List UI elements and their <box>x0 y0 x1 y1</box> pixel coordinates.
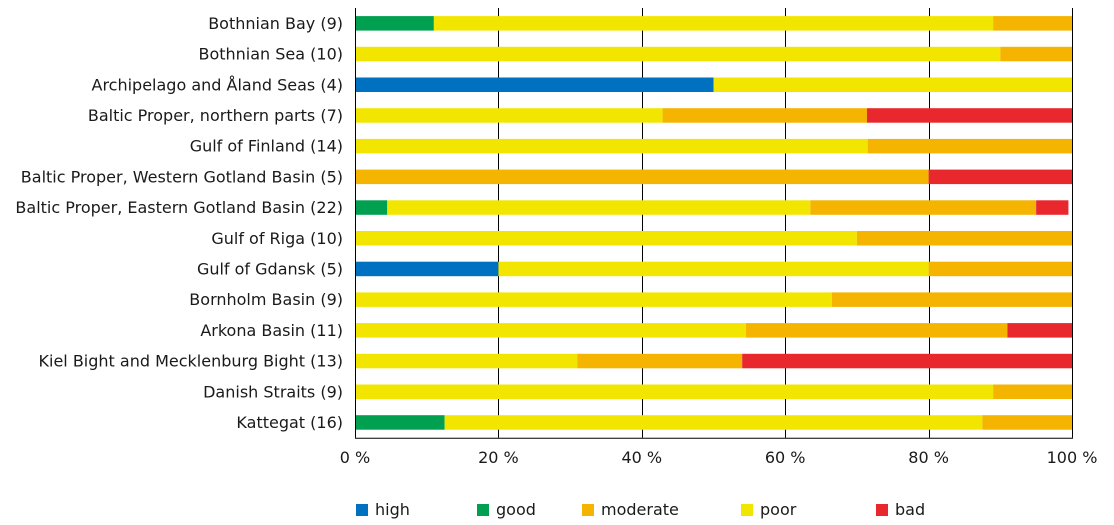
category-label-gulf-of-gdansk-5: Gulf of Gdansk (5) <box>197 259 343 278</box>
bar-poor-bornholm-basin-9 <box>355 292 832 307</box>
legend-label-poor: poor <box>760 500 797 519</box>
bar-poor-bothnian-bay-9 <box>433 16 994 31</box>
legend-swatch-high <box>356 504 368 516</box>
bar-good-baltic-proper-eastern-gotland-basin-22 <box>355 200 388 215</box>
bar-moderate-baltic-proper-western-gotland-basin-5 <box>355 169 929 185</box>
bar-poor-gulf-of-riga-10 <box>355 231 857 246</box>
category-label-kattegat-16: Kattegat (16) <box>236 413 343 432</box>
axes <box>355 8 1073 439</box>
bar-moderate-gulf-of-gdansk-5 <box>928 261 1072 277</box>
category-label-baltic-proper-western-gotland-basin-5: Baltic Proper, Western Gotland Basin (5) <box>21 167 343 186</box>
bars <box>355 16 1072 430</box>
bar-moderate-kattegat-16 <box>982 415 1072 430</box>
gridlines <box>498 8 1073 438</box>
bar-moderate-bothnian-sea-10 <box>1000 46 1072 62</box>
category-label-gulf-of-riga-10: Gulf of Riga (10) <box>211 229 343 248</box>
bar-poor-gulf-of-finland-14 <box>355 138 868 154</box>
category-label-kiel-bight-and-mecklenburg-bight-13: Kiel Bight and Mecklenburg Bight (13) <box>39 352 343 371</box>
bar-poor-bothnian-sea-10 <box>355 46 1001 62</box>
legend-label-good: good <box>496 500 536 519</box>
bar-poor-baltic-proper-eastern-gotland-basin-22 <box>387 200 811 215</box>
legend-swatch-moderate <box>582 504 594 516</box>
bar-moderate-baltic-proper-eastern-gotland-basin-22 <box>810 200 1037 215</box>
x-tick-label-1: 20 % <box>478 448 519 467</box>
category-label-archipelago-and-land-seas-4: Archipelago and Åland Seas (4) <box>92 75 344 94</box>
bar-high-gulf-of-gdansk-5 <box>355 261 499 277</box>
legend-label-high: high <box>375 500 410 519</box>
bar-poor-danish-straits-9 <box>355 384 994 399</box>
bar-moderate-bothnian-bay-9 <box>993 16 1072 31</box>
bar-good-kattegat-16 <box>355 415 445 430</box>
category-label-danish-straits-9: Danish Straits (9) <box>203 382 343 401</box>
bar-bad-kiel-bight-and-mecklenburg-bight-13 <box>742 353 1072 369</box>
bar-moderate-gulf-of-riga-10 <box>856 231 1072 246</box>
category-labels: Bothnian Bay (9) Bothnian Sea (10) Archipe… <box>15 14 343 432</box>
x-tick-label-4: 80 % <box>908 448 949 467</box>
bar-poor-kattegat-16 <box>444 415 983 430</box>
category-label-baltic-proper-eastern-gotland-basin-22: Baltic Proper, Eastern Gotland Basin (22… <box>15 198 343 217</box>
bar-moderate-danish-straits-9 <box>993 384 1072 399</box>
legend: high good moderate poor bad <box>356 500 925 519</box>
legend-swatch-good <box>477 504 489 516</box>
category-label-baltic-proper-northern-parts-7: Baltic Proper, northern parts (7) <box>88 106 343 125</box>
legend-label-bad: bad <box>895 500 925 519</box>
bar-bad-arkona-basin-11 <box>1007 323 1072 338</box>
category-label-bothnian-sea-10: Bothnian Sea (10) <box>198 45 343 64</box>
bar-moderate-arkona-basin-11 <box>745 323 1008 338</box>
bar-bad-baltic-proper-eastern-gotland-basin-22 <box>1036 200 1069 215</box>
category-label-arkona-basin-11: Arkona Basin (11) <box>200 321 343 340</box>
bar-poor-baltic-proper-northern-parts-7 <box>355 108 663 123</box>
bar-poor-gulf-of-gdansk-5 <box>498 261 929 277</box>
bar-poor-kiel-bight-and-mecklenburg-bight-13 <box>355 353 578 369</box>
category-label-bothnian-bay-9: Bothnian Bay (9) <box>208 14 343 33</box>
x-tick-label-2: 40 % <box>621 448 662 467</box>
legend-swatch-poor <box>741 504 753 516</box>
category-label-gulf-of-finland-14: Gulf of Finland (14) <box>190 137 343 156</box>
bar-high-archipelago-and-land-seas-4 <box>355 77 714 92</box>
bar-moderate-bornholm-basin-9 <box>831 292 1072 307</box>
bar-poor-arkona-basin-11 <box>355 323 746 338</box>
bar-good-bothnian-bay-9 <box>355 16 434 31</box>
x-tick-label-3: 60 % <box>765 448 806 467</box>
bar-moderate-baltic-proper-northern-parts-7 <box>662 108 867 123</box>
legend-label-moderate: moderate <box>601 500 679 519</box>
bar-bad-baltic-proper-northern-parts-7 <box>866 108 1072 123</box>
x-tick-labels: 0 % 20 % 40 % 60 % 80 % 100 % <box>340 448 1098 467</box>
x-tick-label-0: 0 % <box>340 448 370 467</box>
bar-poor-archipelago-and-land-seas-4 <box>713 77 1072 92</box>
bar-moderate-kiel-bight-and-mecklenburg-bight-13 <box>577 353 743 369</box>
bar-moderate-gulf-of-finland-14 <box>867 138 1072 154</box>
category-label-bornholm-basin-9: Bornholm Basin (9) <box>189 290 343 309</box>
x-tick-label-5: 100 % <box>1047 448 1098 467</box>
legend-swatch-bad <box>876 504 888 516</box>
bar-bad-baltic-proper-western-gotland-basin-5 <box>928 169 1072 185</box>
